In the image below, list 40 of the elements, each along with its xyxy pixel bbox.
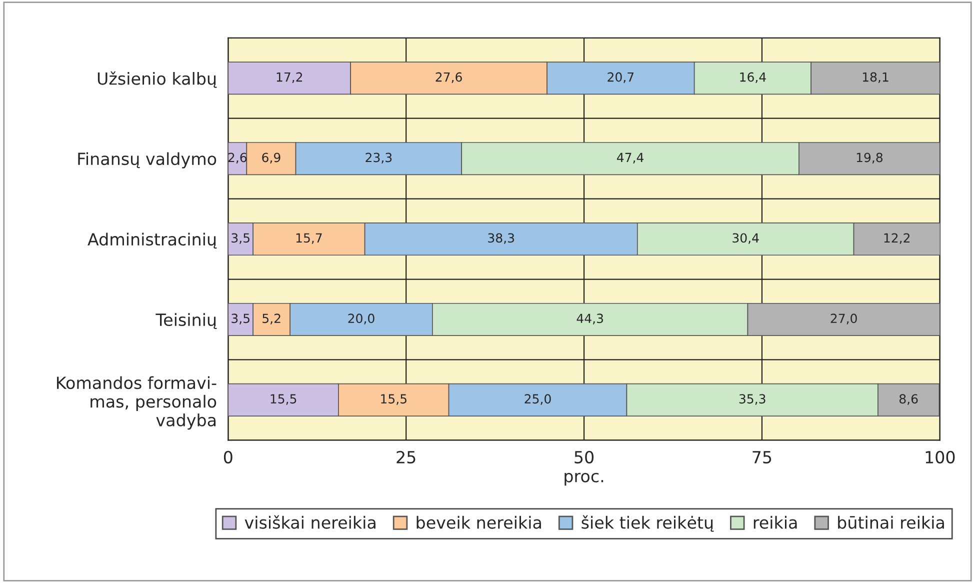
data-label: 8,6 <box>899 394 918 405</box>
legend-label: būtinai reikia <box>838 516 944 529</box>
x-tick-label: 50 <box>574 450 594 464</box>
data-label: 15,5 <box>270 394 296 405</box>
x-tick-label: 75 <box>752 451 772 464</box>
x-tick-label: 100 <box>926 450 955 464</box>
data-label: 47,4 <box>616 152 644 164</box>
data-label: 20,0 <box>348 314 374 324</box>
data-label: 3,5 <box>232 314 250 324</box>
data-label: 5,2 <box>262 314 280 324</box>
y-tick-label: Užsienio kalbų <box>98 71 217 88</box>
data-label: 12,2 <box>884 233 910 244</box>
data-label: 17,2 <box>276 72 302 84</box>
x-tick-label: 0 <box>224 450 232 464</box>
data-label: 18,1 <box>862 72 888 84</box>
data-label: 44,3 <box>576 314 603 324</box>
data-label: 3,5 <box>232 233 250 244</box>
data-label: 35,3 <box>739 394 766 405</box>
data-label: 23,3 <box>366 152 392 164</box>
data-label: 27,0 <box>830 314 857 324</box>
data-label: 25,0 <box>524 394 551 405</box>
legend-label: beveik nereikia <box>416 516 541 529</box>
data-label: 15,7 <box>296 233 322 244</box>
y-tick-label: Teisinių <box>156 313 217 330</box>
data-label: 15,5 <box>381 394 406 405</box>
data-label: 30,4 <box>732 233 759 244</box>
legend-label: visiškai nereikia <box>244 515 376 529</box>
x-axis-title: proc. <box>564 472 604 486</box>
y-tick-label: Komandos formavi- mas, personalo vadyba <box>57 376 216 430</box>
data-label: 19,8 <box>856 152 882 164</box>
y-tick-label: Finansų valdymo <box>78 152 216 168</box>
legend-label: reikia <box>754 516 797 529</box>
x-tick-label: 25 <box>396 450 416 464</box>
data-label: 6,9 <box>262 152 280 164</box>
y-tick-label: Administracinių <box>88 232 217 249</box>
data-label: 20,7 <box>608 72 634 84</box>
data-label: 16,4 <box>740 72 766 84</box>
data-label: 27,6 <box>436 72 462 84</box>
legend-label: šiek tiek reikėtų <box>582 515 714 532</box>
data-label: 38,3 <box>488 233 514 244</box>
